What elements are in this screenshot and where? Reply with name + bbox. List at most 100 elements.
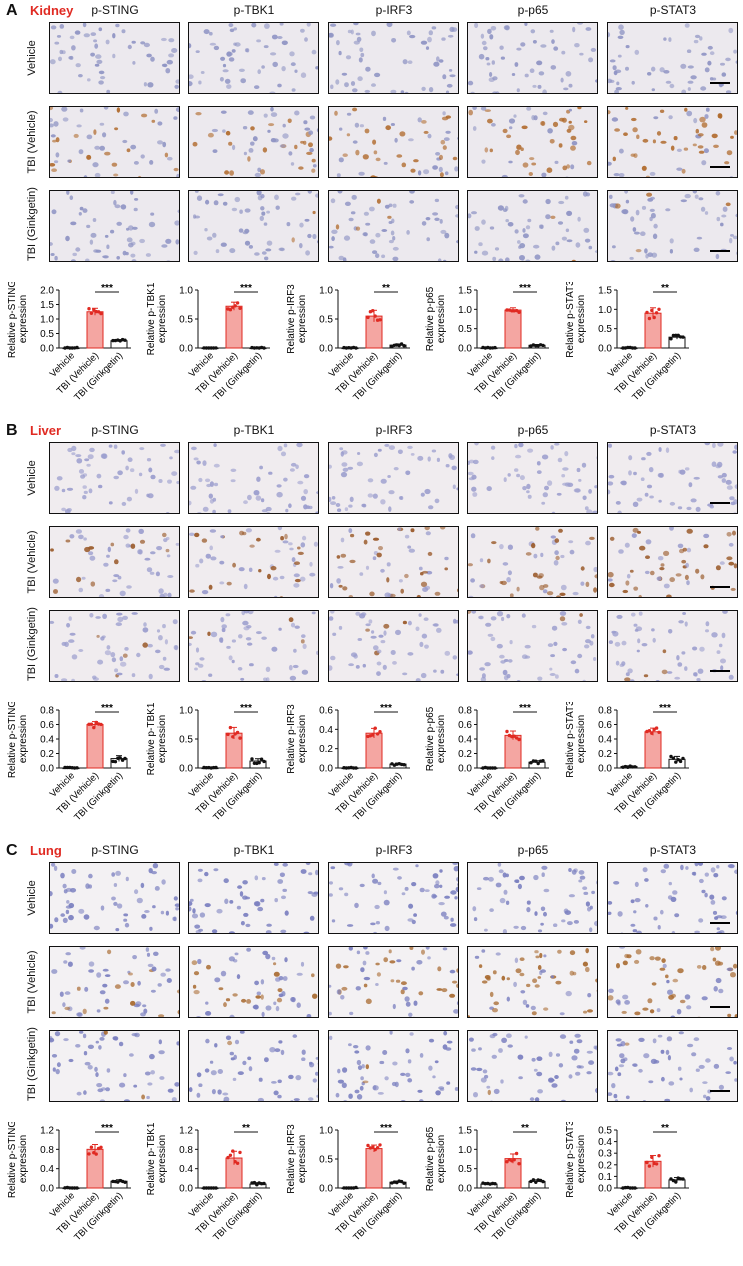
- y-tick-label: 1.2: [40, 1126, 54, 1137]
- y-axis-label: Relative p-TBK1: [146, 702, 157, 775]
- y-tick-label: 0.4: [40, 735, 54, 746]
- y-tick-label: 0.1: [598, 1172, 612, 1183]
- bar: [504, 309, 522, 349]
- micrograph: [328, 610, 459, 682]
- bar-chart: Relative p-IRF3 expression 0.0 0.5 1.0 Vehicl…: [284, 282, 422, 404]
- data-point: [354, 766, 358, 770]
- data-point: [75, 766, 79, 770]
- data-point: [536, 761, 540, 766]
- micrograph: [607, 1030, 738, 1102]
- y-tick-label: 1.5: [598, 286, 612, 297]
- significance-label: **: [661, 283, 669, 294]
- significance-label: ***: [380, 703, 392, 714]
- micrograph: [607, 862, 738, 934]
- panel-letter: A: [6, 2, 18, 19]
- micrograph: [607, 442, 738, 514]
- data-point: [647, 1164, 652, 1168]
- data-point: [94, 1152, 98, 1156]
- data-point: [113, 760, 118, 764]
- y-tick-label: 1.0: [40, 315, 54, 326]
- data-point: [349, 1186, 353, 1190]
- y-tick-label: 1.0: [598, 305, 612, 316]
- data-point: [652, 315, 656, 320]
- y-tick-label: 0.5: [40, 329, 54, 340]
- micrograph: [188, 610, 319, 682]
- data-point: [630, 346, 635, 350]
- significance-label: ***: [240, 283, 252, 294]
- data-point: [255, 1183, 259, 1187]
- y-tick-label: 0.0: [458, 764, 472, 775]
- data-point: [517, 737, 521, 742]
- micrograph: [188, 1030, 319, 1102]
- y-tick-label: 0.2: [598, 1160, 612, 1171]
- data-point: [371, 1145, 375, 1149]
- y-tick-label: 0.5: [458, 1164, 472, 1175]
- y-tick-label: 0.8: [40, 706, 54, 717]
- condition-row-label: Vehicle: [26, 880, 38, 916]
- marker-header: p-STAT3: [649, 3, 697, 17]
- y-tick-label: 0.4: [598, 1137, 612, 1148]
- y-tick-label: 0.0: [458, 344, 472, 355]
- data-point: [68, 346, 72, 350]
- bar: [365, 732, 383, 769]
- data-point: [399, 1179, 404, 1184]
- y-tick-label: 1.5: [458, 286, 472, 297]
- data-point: [87, 1152, 91, 1156]
- data-point: [681, 335, 685, 339]
- data-point: [654, 1162, 659, 1166]
- data-point: [226, 1155, 230, 1160]
- micrograph: [188, 862, 319, 934]
- micrograph: [328, 442, 459, 514]
- data-point: [204, 1186, 209, 1190]
- data-point: [514, 1151, 519, 1156]
- tissue-label: Liver: [30, 423, 62, 438]
- y-axis-label: Relative p-TBK1: [146, 1122, 157, 1195]
- micrograph: [49, 1030, 180, 1102]
- condition-row-label: TBI (Vehicle): [26, 530, 38, 594]
- data-point: [402, 344, 406, 348]
- data-point: [654, 311, 659, 315]
- micrograph: [607, 946, 738, 1018]
- bar-chart: Relative p-p65 expression 0.0 0.2 0.4 0.6 0.8 V…: [423, 702, 561, 824]
- data-point: [211, 765, 216, 770]
- y-tick-label: 0.3: [598, 1149, 612, 1160]
- data-point: [92, 725, 96, 730]
- data-point: [89, 722, 94, 726]
- y-tick-label: 0.4: [319, 725, 333, 736]
- marker-header: p-p65: [517, 3, 549, 17]
- panel-letter: B: [6, 422, 18, 439]
- marker-header: p-p65: [517, 423, 549, 437]
- data-point: [373, 726, 377, 730]
- y-tick-label: 0.0: [319, 1184, 333, 1195]
- micrograph: [188, 22, 319, 94]
- y-axis-label: Relative p-p65: [425, 286, 436, 351]
- micrograph: [49, 610, 180, 682]
- condition-row-label: TBI (Ginkgetin): [26, 187, 38, 261]
- y-axis-label: Relative p-STING: [7, 282, 18, 358]
- micrograph: [467, 22, 598, 94]
- data-point: [351, 766, 356, 770]
- data-point: [493, 345, 497, 350]
- significance-label: **: [382, 283, 390, 294]
- marker-header: p-STAT3: [649, 843, 697, 857]
- data-point: [68, 1186, 72, 1190]
- micrograph: [467, 1030, 598, 1102]
- significance-label: **: [521, 1123, 529, 1134]
- data-point: [344, 1186, 349, 1190]
- data-point: [207, 1186, 211, 1190]
- data-point: [650, 731, 654, 735]
- bar: [86, 724, 104, 769]
- scale-bar: [710, 586, 730, 588]
- data-point: [505, 1160, 509, 1164]
- marker-header: p-STAT3: [649, 423, 697, 437]
- y-tick-label: 0.0: [598, 1184, 612, 1195]
- data-point: [531, 1178, 536, 1182]
- data-point: [373, 1147, 377, 1152]
- y-axis-label: Relative p-IRF3: [286, 704, 297, 774]
- significance-label: **: [661, 1123, 669, 1134]
- scale-bar: [710, 166, 730, 168]
- data-point: [621, 346, 625, 350]
- marker-header: p-TBK1: [233, 3, 275, 17]
- y-tick-label: 1.0: [319, 1126, 333, 1137]
- bar-chart: Relative p-STING expression 0.0 0.2 0.4 0.6 0.…: [5, 700, 143, 824]
